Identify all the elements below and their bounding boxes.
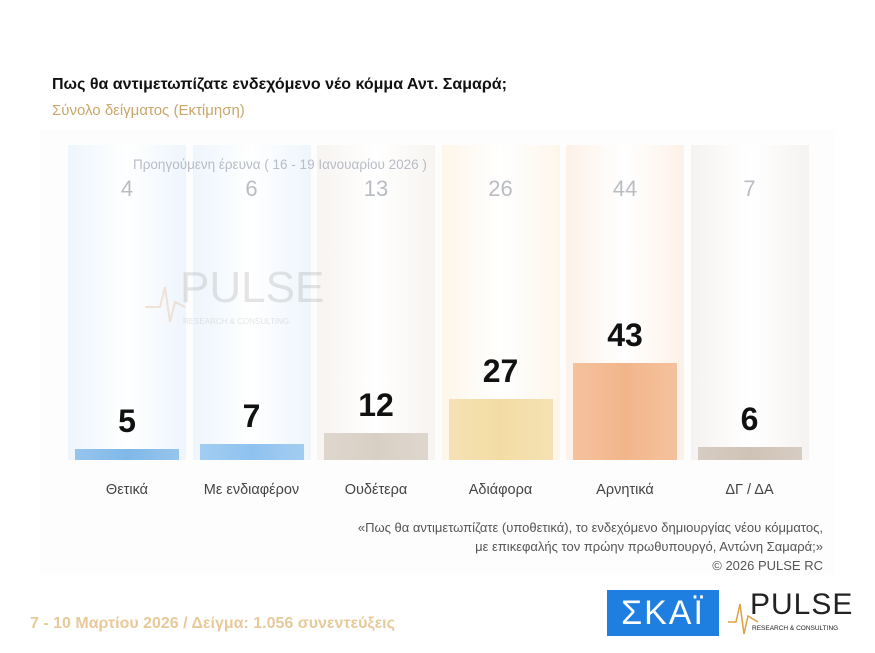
value-label: 6 (740, 400, 759, 437)
bar-chart: 4 5 Θετικά 6 7 Με ενδιαφέρον 13 12 Ουδέτερα 26 27 Α… (68, 145, 809, 498)
bar (573, 363, 677, 460)
pulse-name: PULSE (750, 588, 854, 621)
category-label: Αδιάφορα (468, 482, 533, 498)
pulse-sub: RESEARCH & CONSULTING (752, 625, 839, 632)
pulse-logo: PULSE RESEARCH & CONSULTING (728, 588, 858, 636)
pulse-watermark: PULSE RESEARCH & CONSULTING (145, 263, 324, 326)
value-label: 5 (118, 402, 136, 439)
category-label: Αρνητικά (596, 482, 654, 498)
previous-value-label: 26 (488, 176, 513, 201)
svg-text:PULSE: PULSE (180, 263, 324, 312)
svg-text:RESEARCH & CONSULTING: RESEARCH & CONSULTING (183, 317, 289, 326)
previous-value-label: 7 (743, 176, 756, 201)
note-line: με επικεφαλής τον πρώην πρωθυπουργό, Αντ… (475, 539, 823, 554)
category-label: Θετικά (105, 482, 149, 498)
category-label: Ουδέτερα (344, 482, 408, 498)
column-background (192, 145, 311, 460)
previous-value-label: 44 (612, 176, 638, 201)
category-label: ΔΓ / ΔΑ (725, 482, 774, 498)
skai-logo: ΣΚΑΪ (607, 590, 719, 636)
bar (448, 399, 553, 460)
value-label: 7 (242, 398, 261, 435)
survey-footer: 7 - 10 Μαρτίου 2026 / Δείγμα: 1.056 συνε… (30, 615, 395, 632)
bar (697, 446, 802, 460)
bar (75, 448, 179, 460)
chart-subtitle: Σύνολο δείγματος (Εκτίμηση) (52, 102, 245, 119)
column-background (690, 145, 809, 460)
previous-value-label: 13 (363, 176, 389, 201)
value-label: 27 (482, 353, 519, 390)
question-note: «Πως θα αντιμετωπίζατε (υποθετικά), το ε… (358, 518, 823, 575)
chart-title: Πως θα αντιμετωπίζατε ενδεχόμενο νέο κόμ… (52, 76, 507, 93)
bar (199, 444, 304, 460)
category-label: Με ενδιαφέρον (203, 482, 300, 498)
note-line: «Πως θα αντιμετωπίζατε (υποθετικά), το ε… (357, 520, 823, 535)
value-label: 12 (358, 387, 394, 423)
value-label: 43 (607, 317, 643, 354)
bar (324, 433, 428, 460)
column-background (317, 145, 435, 460)
previous-value-label: 6 (245, 176, 258, 201)
previous-survey-label: Προηγούμενη έρευνα ( 16 - 19 Ιανουαρίου … (133, 157, 427, 172)
previous-value-label: 4 (120, 176, 134, 201)
column-background (68, 145, 186, 460)
copyright: © 2026 PULSE RC (712, 558, 823, 573)
